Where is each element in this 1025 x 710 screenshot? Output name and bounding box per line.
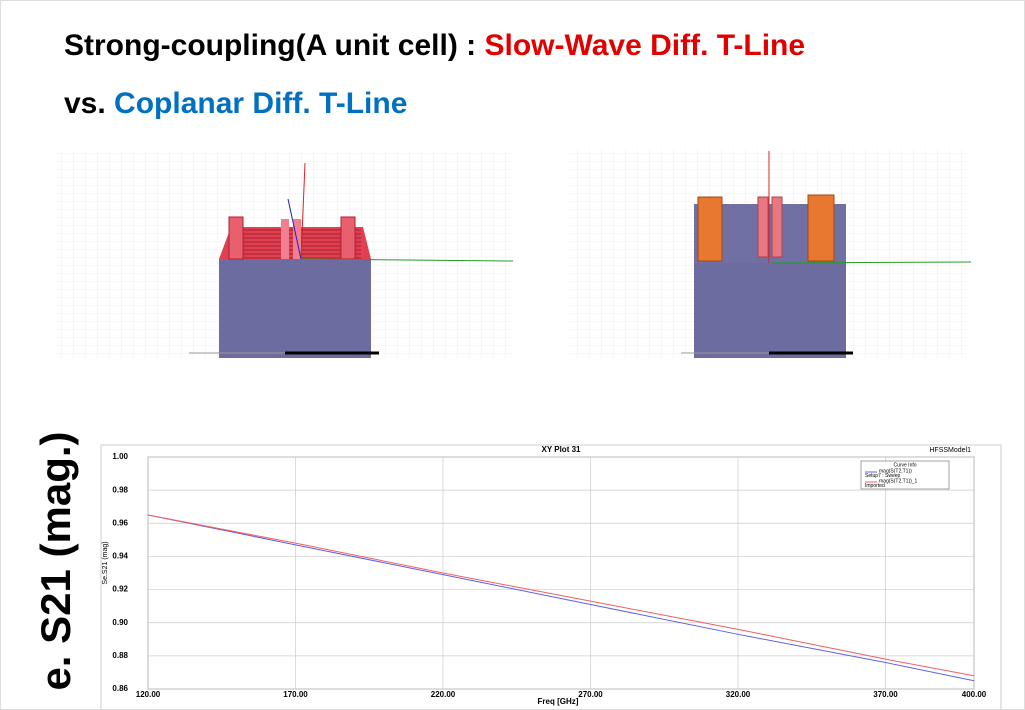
x-tick-label: 170.00 [283, 690, 308, 699]
x-tick-label: 370.00 [873, 690, 898, 699]
y-tick-label: 1.00 [112, 452, 128, 461]
y-tick-label: 0.92 [112, 585, 128, 594]
title-highlight: Slow-Wave Diff. T-Line [484, 29, 806, 62]
title-line: Strong-coupling(A unit cell) : Slow-Wave… [64, 29, 805, 63]
x-tick-label: 270.00 [578, 690, 603, 699]
y-tick-label: 0.98 [112, 485, 128, 494]
series-line [147, 514, 975, 682]
plot-area [147, 456, 975, 690]
title-line: vs. Coplanar Diff. T-Line [64, 87, 407, 121]
series-line [147, 514, 975, 677]
y-tick-label: 0.86 [112, 684, 128, 693]
model-image [567, 149, 972, 358]
legend-box [860, 460, 950, 490]
legend-entry: mag(S(T2,T1)) [879, 468, 912, 474]
model-image [54, 151, 514, 358]
x-tick-label: 320.00 [726, 690, 751, 699]
y-tick-label: 0.94 [112, 552, 128, 561]
x-tick-label: 120.00 [136, 690, 161, 699]
legend-source: Setup7 : Sweep [865, 473, 901, 479]
y-tick-label: 0.90 [112, 618, 128, 627]
x-tick-label: 220.00 [431, 690, 456, 699]
title-text: vs. [64, 87, 115, 120]
x-axis-label: Freq [GHz] [538, 697, 579, 706]
y-axis-label: Se.S21 (mag) [102, 541, 109, 584]
x-tick-label: 400.00 [962, 690, 987, 699]
chart-title: XY Plot 31 [542, 445, 582, 454]
title-text: Strong-coupling(A unit cell) : [64, 29, 485, 62]
side-label: e. S21 (mag.) [32, 431, 79, 690]
model-name: HFSSModel1 [929, 447, 971, 454]
legend-entry: mag(S(T2,T1))_1 [879, 478, 918, 484]
legend-source: Imported [865, 483, 885, 489]
legend-title: Curve Info [893, 462, 916, 468]
y-tick-label: 0.96 [112, 518, 128, 527]
title-highlight: Coplanar Diff. T-Line [114, 87, 408, 120]
y-tick-label: 0.88 [112, 651, 128, 660]
